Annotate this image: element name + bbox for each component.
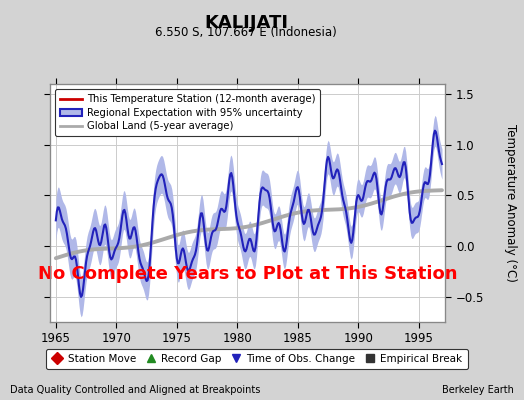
Text: 6.550 S, 107.667 E (Indonesia): 6.550 S, 107.667 E (Indonesia) — [156, 26, 337, 39]
Legend: This Temperature Station (12-month average), Regional Expectation with 95% uncer: This Temperature Station (12-month avera… — [55, 89, 320, 136]
Text: No Complete Years to Plot at This Station: No Complete Years to Plot at This Statio… — [38, 266, 457, 283]
Legend: Station Move, Record Gap, Time of Obs. Change, Empirical Break: Station Move, Record Gap, Time of Obs. C… — [46, 349, 468, 369]
Text: Berkeley Earth: Berkeley Earth — [442, 385, 514, 395]
Y-axis label: Temperature Anomaly (°C): Temperature Anomaly (°C) — [504, 124, 517, 282]
Text: Data Quality Controlled and Aligned at Breakpoints: Data Quality Controlled and Aligned at B… — [10, 385, 261, 395]
Text: KALIJATI: KALIJATI — [204, 14, 288, 32]
